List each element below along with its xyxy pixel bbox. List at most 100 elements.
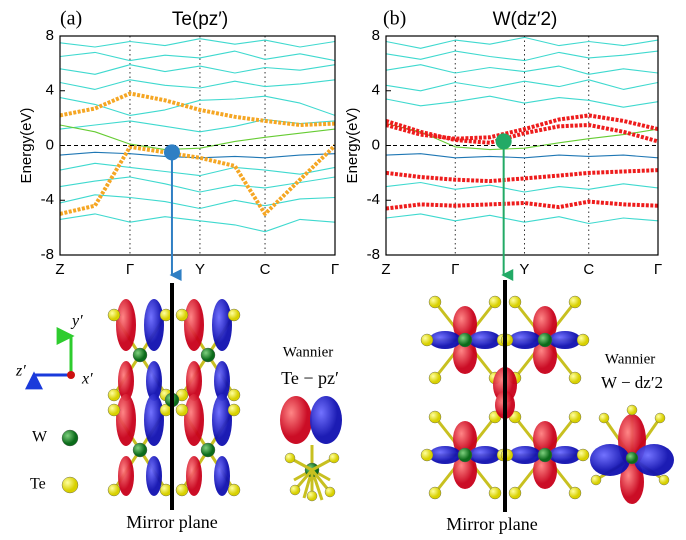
bands: [386, 36, 658, 225]
band: [386, 79, 658, 92]
te-atom: [107, 403, 121, 417]
band: [60, 95, 335, 116]
w-atom: [457, 447, 473, 463]
x-tick-label: Z: [55, 261, 64, 278]
weighted-band: [386, 168, 658, 184]
orbital-lobe: [533, 338, 557, 374]
orbital-lobe: [118, 361, 134, 401]
x-tick-label: Y: [195, 261, 205, 278]
te-atom: [175, 403, 189, 417]
weighted-band: [60, 144, 335, 216]
te-atom: [568, 371, 582, 385]
orbital-lobe: [212, 299, 232, 351]
te-atom: [508, 295, 522, 309]
orbital-lobe: [144, 299, 164, 351]
caption: Mirror plane: [126, 512, 217, 532]
w-atom: [132, 347, 148, 363]
orbital-lobe: [533, 421, 557, 457]
te-atom: [107, 308, 121, 322]
te-atom: [420, 333, 434, 347]
w-atom: [537, 447, 553, 463]
y-tick-label: -4: [41, 191, 54, 208]
y-axis-label: Energy(eV): [18, 108, 35, 184]
y-tick-label: 0: [46, 136, 54, 153]
orbital-lobe: [184, 394, 204, 446]
plot-frame: [385, 35, 659, 256]
te-atom: [107, 388, 121, 402]
wannier-label: Wannier: [605, 351, 655, 367]
band: [60, 124, 335, 151]
te-atom: [568, 486, 582, 500]
band: [386, 36, 658, 49]
axis-z-label: z′: [15, 363, 26, 380]
orbital-lobe: [453, 338, 477, 374]
orbital-lobe: [429, 446, 461, 464]
band: [60, 64, 335, 75]
legend-w: W: [32, 429, 48, 446]
axis-x-label: x′: [81, 371, 93, 388]
orbital-lobe: [214, 361, 230, 401]
x-tick-label: Y: [519, 261, 529, 278]
orbital-lobe: [533, 453, 557, 489]
orbital-lobe: [144, 394, 164, 446]
w-atom: [132, 442, 148, 458]
te-atom: [227, 388, 241, 402]
band: [386, 64, 658, 75]
y-tick-label: 4: [46, 82, 54, 99]
w-atom: [625, 451, 639, 465]
orbital-lobe: [429, 331, 461, 349]
legend-w-atom: [61, 429, 79, 447]
band: [60, 176, 335, 193]
chart-title: Te(pz′): [172, 9, 228, 30]
orbital-lobe: [146, 456, 162, 496]
y-tick-label: -4: [367, 191, 380, 208]
orbital-lobe: [116, 394, 136, 446]
bands: [60, 38, 335, 233]
band: [60, 162, 335, 177]
axis-origin: [67, 371, 75, 379]
wannier-label: Wannier: [283, 344, 333, 360]
structure-art: [25, 280, 674, 512]
legend-te: Te: [30, 476, 46, 493]
orbital-lobe: [453, 421, 477, 457]
band-plots: (a) Te(pz′)Energy(eV)840-4-8Z Γ Y C Γ(b) W(dz′…: [18, 8, 662, 281]
panel-label: (a): [60, 8, 82, 30]
band-plot: (a) Te(pz′) Energy(eV) 8 4 0 -4 -8Z Γ Y C Γ: [18, 8, 339, 281]
y-tick-label: 8: [46, 27, 54, 44]
weighted-band: [386, 113, 658, 141]
band: [386, 213, 658, 225]
y-tick-label: -8: [41, 246, 54, 263]
w-atom: [457, 332, 473, 348]
orbital-lobe: [469, 446, 501, 464]
orbital-lobe: [509, 446, 541, 464]
band: [386, 153, 658, 159]
highlight-point: [495, 133, 512, 150]
orbital-lobe: [146, 361, 162, 401]
orbital-lobe: [280, 396, 312, 444]
te-atom: [289, 484, 301, 496]
w-atom: [200, 347, 216, 363]
te-atom: [227, 403, 241, 417]
te-atom: [428, 410, 442, 424]
te-atom: [175, 308, 189, 322]
orbital-label: W − dz′2: [601, 373, 663, 392]
orbital-lobe: [184, 299, 204, 351]
te-atom: [568, 410, 582, 424]
te-atom: [598, 412, 610, 424]
band: [386, 95, 658, 108]
weighted-band: [386, 199, 658, 211]
orbital-lobe: [634, 444, 674, 476]
orbital-lobe: [453, 453, 477, 489]
orbital-label: Te − pz′: [281, 368, 339, 388]
te-atom: [324, 486, 336, 498]
band: [60, 38, 335, 48]
orbital-lobe: [186, 456, 202, 496]
orbital-lobe: [469, 331, 501, 349]
band: [386, 181, 658, 193]
te-atom: [488, 486, 502, 500]
te-atom: [508, 486, 522, 500]
orbital-lobe: [186, 361, 202, 401]
te-atom: [227, 483, 241, 497]
x-tick-label: C: [583, 261, 594, 278]
